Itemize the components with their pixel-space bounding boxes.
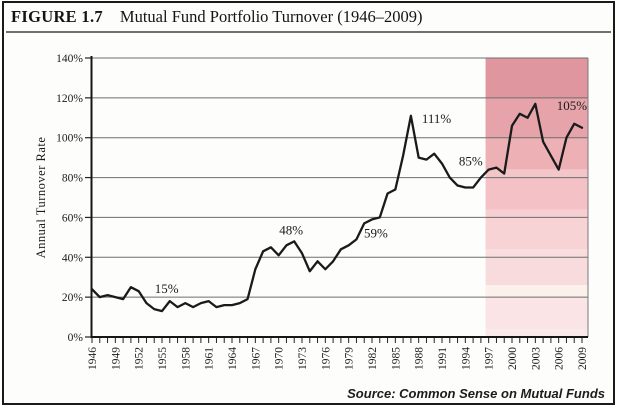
- annotation-label: 111%: [422, 111, 452, 126]
- x-tick-label: 2000: [507, 347, 519, 370]
- x-tick-label: 1952: [134, 347, 146, 370]
- shaded-band: [485, 58, 588, 98]
- x-tick-label: 1982: [367, 347, 379, 370]
- x-tick-label: 1997: [484, 347, 496, 370]
- annotation-label: 85%: [459, 154, 483, 169]
- title-divider: [6, 31, 611, 33]
- x-tick-label: 1976: [320, 347, 332, 370]
- y-tick-label: 60%: [62, 212, 84, 224]
- shaded-band: [485, 217, 588, 250]
- shaded-band: [485, 297, 588, 330]
- x-tick-label: 1967: [250, 347, 262, 370]
- source-note: Source: Common Sense on Mutual Funds: [347, 386, 605, 401]
- shaded-band: [485, 169, 588, 178]
- shaded-band: [485, 209, 588, 218]
- x-tick-label: 1991: [437, 347, 449, 370]
- shaded-band: [485, 177, 588, 210]
- shaded-band: [485, 329, 588, 337]
- shaded-band: [485, 249, 588, 258]
- x-tick-label: 1961: [204, 347, 216, 370]
- y-tick-label: 140%: [56, 53, 83, 65]
- figure-label: FIGURE 1.7: [11, 7, 103, 26]
- turnover-line: [90, 102, 584, 313]
- shaded-band: [485, 285, 588, 298]
- y-tick-label: 0%: [68, 332, 84, 344]
- y-tick-label: 20%: [62, 292, 84, 304]
- y-tick-label: 80%: [62, 173, 84, 185]
- y-tick-label: 120%: [56, 93, 83, 105]
- annotation-label: 48%: [279, 222, 303, 237]
- annotation-label: 59%: [364, 225, 388, 240]
- y-tick-label: 100%: [56, 133, 83, 145]
- x-tick-label: 1985: [390, 347, 402, 370]
- shaded-band: [485, 257, 588, 286]
- x-tick-label: 1979: [344, 347, 356, 370]
- shaded-band: [485, 137, 588, 170]
- x-tick-label: 2003: [530, 347, 542, 370]
- x-tick-label: 1973: [297, 347, 309, 370]
- x-tick-label: 1949: [110, 347, 122, 370]
- x-tick-label: 1988: [414, 347, 426, 370]
- annotation-label: 15%: [155, 281, 179, 296]
- x-tick-label: 1970: [274, 347, 286, 370]
- figure-header: FIGURE 1.7 Mutual Fund Portfolio Turnover…: [11, 7, 422, 27]
- x-tick-label: 2009: [577, 347, 589, 370]
- x-tick-label: 1994: [460, 347, 472, 370]
- y-axis-title: Annual Turnover Rate: [34, 137, 48, 259]
- annotation-label: 105%: [557, 98, 588, 113]
- y-tick-label: 40%: [62, 252, 84, 264]
- x-tick-label: 1958: [180, 347, 192, 370]
- x-tick-label: 1955: [157, 347, 169, 370]
- x-tick-label: 1964: [227, 347, 239, 370]
- figure-title: Mutual Fund Portfolio Turnover (1946–200…: [119, 7, 423, 26]
- x-tick-label: 1946: [87, 347, 99, 370]
- x-tick-label: 2006: [554, 347, 566, 370]
